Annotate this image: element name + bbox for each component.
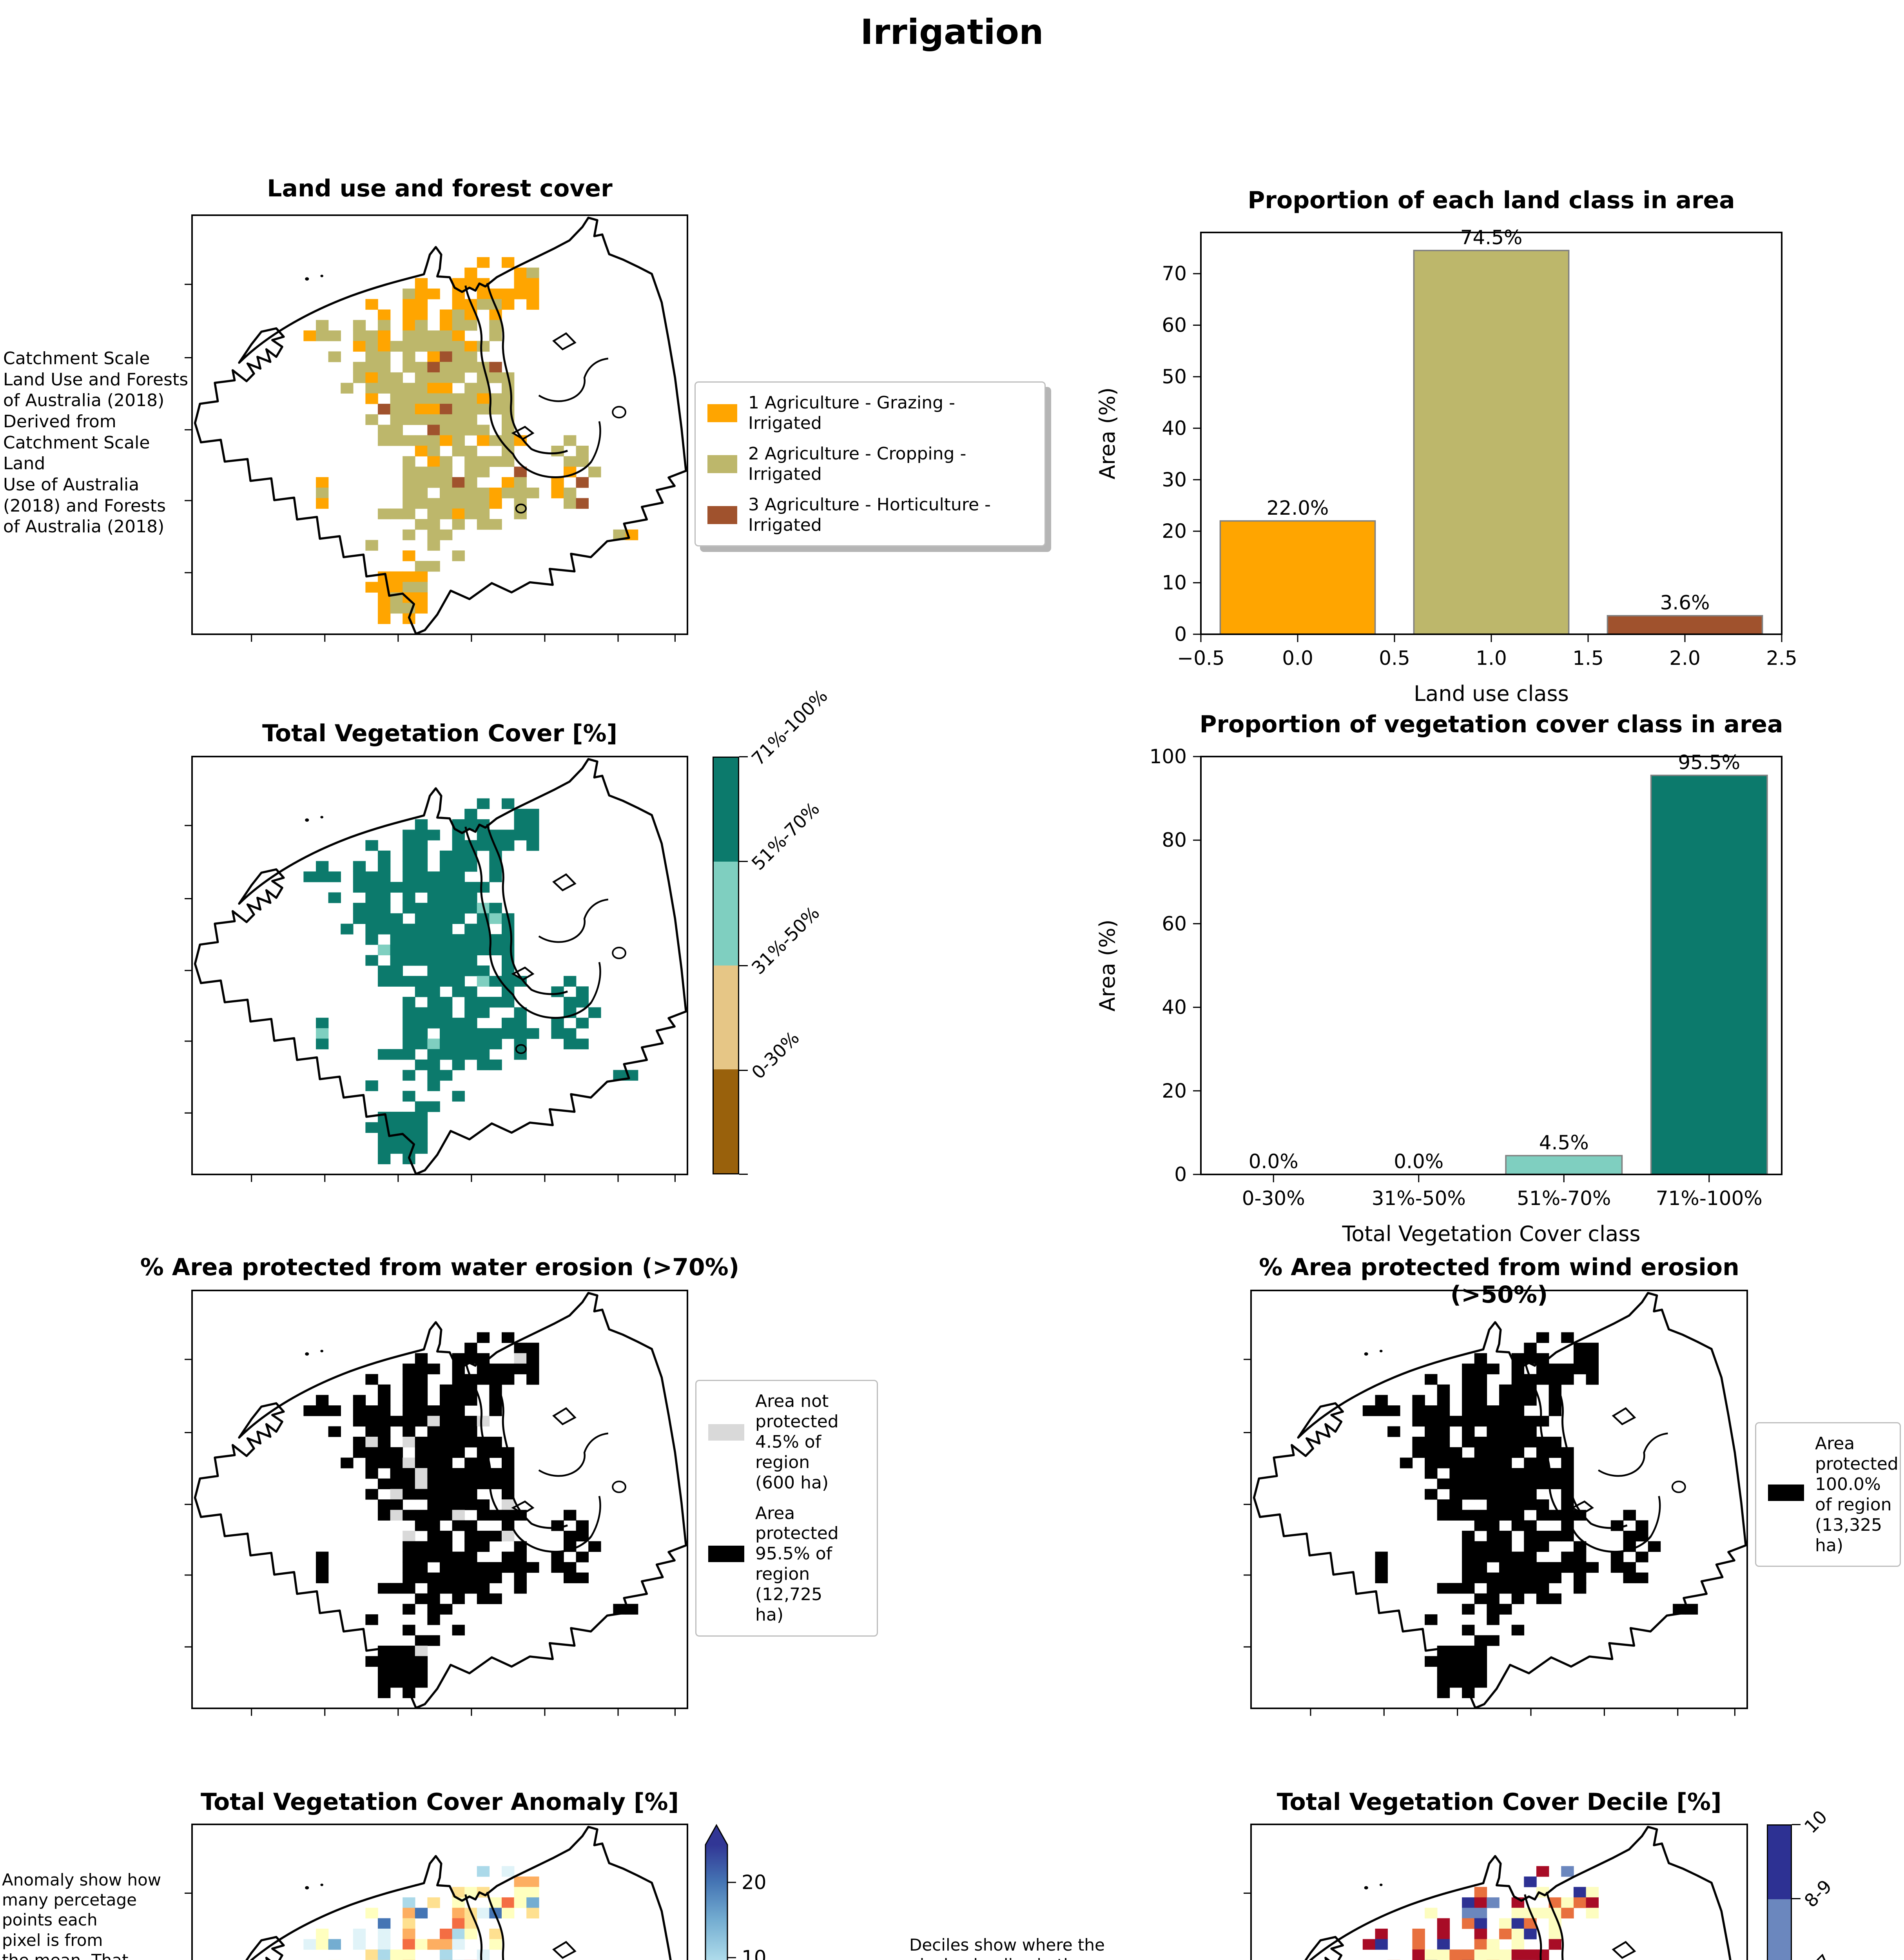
anomaly-map-title: Total Vegetation Cover Anomaly [%] (201, 1788, 679, 1816)
svg-text:20: 20 (1162, 1080, 1187, 1102)
legend-item: Area protected 95.5% of region (12,725 h… (708, 1503, 865, 1625)
cropping-swatch (707, 455, 737, 473)
wind-erosion-map (1251, 1290, 1747, 1708)
protected-swatch (708, 1545, 744, 1562)
svg-text:1.5: 1.5 (1572, 647, 1604, 670)
legend-label: 1 Agriculture - Grazing - Irrigated (748, 393, 955, 433)
svg-text:0: 0 (1174, 623, 1187, 646)
svg-text:20: 20 (742, 1871, 767, 1894)
decile-map-title: Total Vegetation Cover Decile [%] (1277, 1788, 1722, 1816)
protected-swatch (1768, 1485, 1804, 1501)
veg-cover-map-title: Total Vegetation Cover [%] (262, 720, 618, 747)
svg-text:2.0: 2.0 (1669, 647, 1701, 670)
water-erosion-map (192, 1290, 687, 1708)
svg-text:71%-100%: 71%-100% (1656, 1187, 1763, 1210)
legend-label: Area protected 100.0% of region (13,325 … (1815, 1434, 1899, 1555)
svg-text:0-30%: 0-30% (1242, 1187, 1305, 1210)
legend-label: Area not protected 4.5% of region (600 h… (755, 1391, 839, 1493)
svg-text:Proportion of each land class: Proportion of each land class in area (1248, 187, 1735, 214)
anomaly-map (192, 1824, 687, 1960)
svg-text:10: 10 (742, 1946, 767, 1960)
svg-text:Area (%): Area (%) (1095, 920, 1120, 1012)
svg-text:50: 50 (1162, 365, 1187, 388)
svg-text:Proportion of vegetation cover: Proportion of vegetation cover class in … (1200, 711, 1783, 738)
page-title: Irrigation (860, 12, 1044, 52)
legend-label: Area protected 95.5% of region (12,725 h… (755, 1503, 839, 1625)
svg-text:20: 20 (1162, 520, 1187, 543)
legend-item: 2 Agriculture - Cropping - Irrigated (707, 444, 1033, 485)
anomaly-explanation: Anomaly show how many percetage points e… (2, 1870, 161, 1960)
svg-text:31%-50%: 31%-50% (1372, 1187, 1466, 1210)
svg-text:80: 80 (1162, 829, 1187, 851)
svg-text:1.0: 1.0 (1476, 647, 1507, 670)
svg-text:4.5%: 4.5% (1539, 1131, 1589, 1154)
water-erosion-legend: Area not protected 4.5% of region (600 h… (695, 1380, 878, 1637)
svg-text:51%-70%: 51%-70% (1517, 1187, 1611, 1210)
veg-class-bar-chart: 0-30% 31%-50% 51%-70% 71%-100% 0 20 40 60 80 100 0… (1095, 711, 1783, 1246)
decile-map (1251, 1824, 1747, 1960)
land-use-map-title: Land use and forest cover (267, 175, 613, 202)
horticulture-swatch (707, 506, 737, 524)
wind-erosion-map-title: % Area protected from wind erosion (>50%… (1259, 1254, 1739, 1308)
svg-text:100: 100 (1150, 745, 1187, 768)
svg-text:0: 0 (1174, 1163, 1187, 1186)
svg-text:Total Vegetation Cover class: Total Vegetation Cover class (1342, 1221, 1641, 1246)
veg-cover-colorbar: 71%-100% 51%-70% 31%-50% 0-30% (713, 685, 832, 1175)
wind-erosion-legend: Area protected 100.0% of region (13,325 … (1755, 1422, 1901, 1567)
land-class-bar-chart: −0.5 0.0 0.5 1.0 1.5 2.0 2.5 0 10 20 30 40 50 60 70 22.… (1095, 187, 1797, 706)
svg-text:10: 10 (1162, 572, 1187, 594)
svg-text:60: 60 (1162, 314, 1187, 337)
legend-item: Area not protected 4.5% of region (600 h… (708, 1391, 865, 1493)
svg-text:95.5%: 95.5% (1678, 751, 1740, 774)
anomaly-colorbar: 20100−10−20 (705, 1824, 767, 1960)
svg-text:Land use class: Land use class (1414, 681, 1569, 706)
svg-text:3.6%: 3.6% (1660, 592, 1710, 614)
svg-text:40: 40 (1162, 417, 1187, 439)
svg-text:0.5: 0.5 (1379, 647, 1410, 670)
legend-item: Area protected 100.0% of region (13,325 … (1768, 1434, 1899, 1555)
veg-cover-map (192, 757, 687, 1174)
svg-text:74.5%: 74.5% (1460, 226, 1523, 249)
legend-label: 3 Agriculture - Horticulture - Irrigated (748, 494, 991, 535)
svg-text:30: 30 (1162, 468, 1187, 491)
legend-label: 2 Agriculture - Cropping - Irrigated (748, 443, 967, 484)
decile-explanation: Deciles show where the pixel value lies … (909, 1935, 1105, 1960)
land-use-legend: 1 Agriculture - Grazing - Irrigated 2 Ag… (695, 381, 1046, 547)
svg-text:40: 40 (1162, 996, 1187, 1019)
decile-colorbar: 108-94-72-31 (1767, 1806, 1836, 1960)
land-use-map (192, 215, 687, 634)
svg-text:0.0%: 0.0% (1249, 1150, 1298, 1173)
legend-item: 1 Agriculture - Grazing - Irrigated (707, 393, 1033, 434)
svg-text:2.5: 2.5 (1766, 647, 1797, 670)
svg-text:70: 70 (1162, 262, 1187, 285)
grazing-swatch (707, 404, 737, 422)
svg-text:−0.5: −0.5 (1177, 647, 1224, 670)
water-erosion-map-title: % Area protected from water erosion (>70… (140, 1254, 740, 1281)
land-use-source-note: Catchment Scale Land Use and Forests of … (3, 348, 189, 537)
not-protected-swatch (708, 1424, 744, 1441)
svg-text:0.0: 0.0 (1282, 647, 1313, 670)
svg-text:0.0%: 0.0% (1394, 1150, 1443, 1173)
svg-text:Area (%): Area (%) (1095, 387, 1120, 479)
legend-item: 3 Agriculture - Horticulture - Irrigated (707, 495, 1033, 535)
svg-text:60: 60 (1162, 912, 1187, 935)
svg-text:22.0%: 22.0% (1267, 497, 1329, 519)
